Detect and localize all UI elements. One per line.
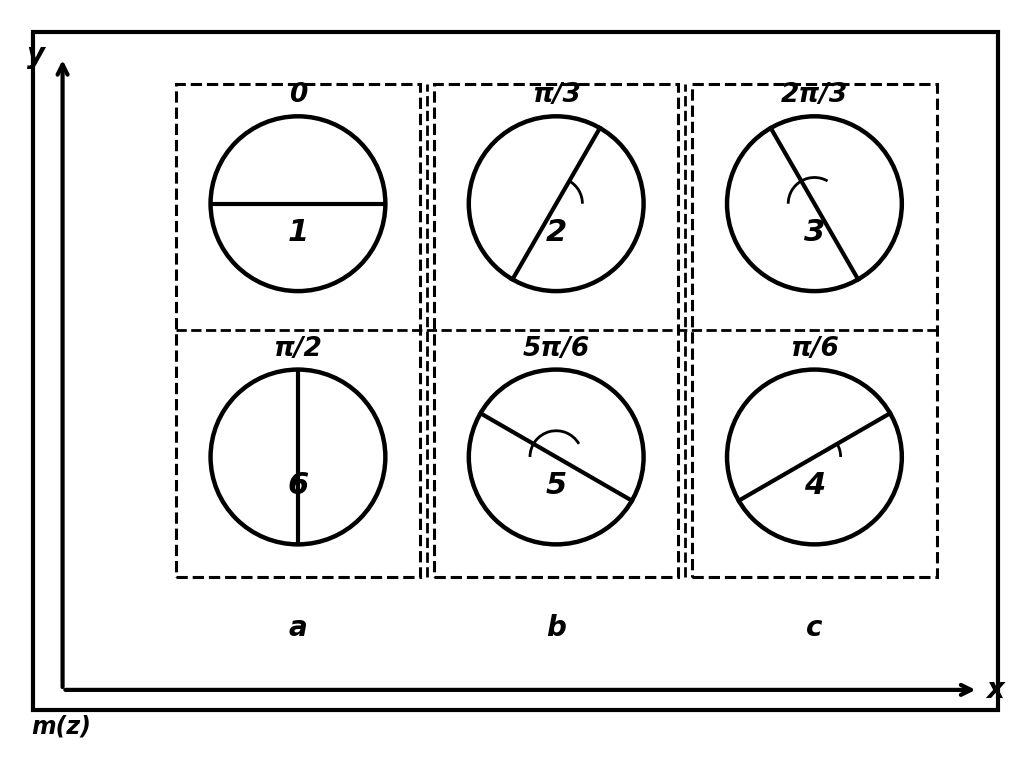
- Text: π/2: π/2: [273, 336, 322, 362]
- Text: c: c: [806, 614, 822, 642]
- Text: π/6: π/6: [790, 336, 839, 362]
- Text: 5π/6: 5π/6: [523, 336, 590, 362]
- Text: m(z): m(z): [31, 714, 91, 739]
- Text: 1: 1: [287, 218, 309, 247]
- Text: 3: 3: [804, 218, 826, 247]
- Text: π/3: π/3: [532, 82, 581, 109]
- Text: a: a: [288, 614, 307, 642]
- Text: y: y: [27, 41, 45, 69]
- Text: x: x: [986, 676, 1005, 704]
- Text: 4: 4: [804, 471, 826, 500]
- Text: 5: 5: [545, 471, 567, 500]
- Text: 0: 0: [288, 82, 307, 109]
- Text: 2π/3: 2π/3: [781, 82, 848, 109]
- Text: 6: 6: [287, 471, 309, 500]
- Text: 2: 2: [545, 218, 567, 247]
- Text: b: b: [546, 614, 566, 642]
